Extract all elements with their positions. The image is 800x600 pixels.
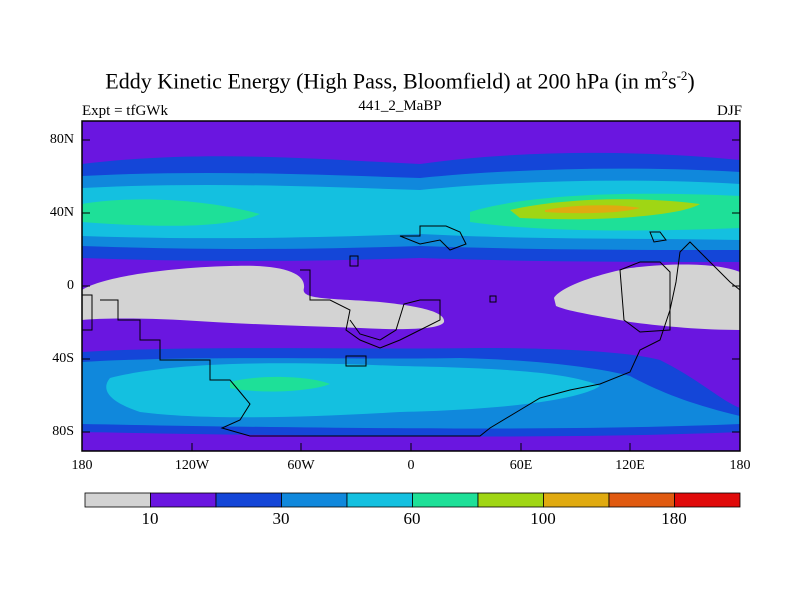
run-label: 441_2_MaBP [358, 98, 442, 114]
colorbar-label-100: 100 [530, 509, 556, 528]
coast-segment [619, 261, 671, 333]
plot-title: Eddy Kinetic Energy (High Pass, Bloomfie… [105, 68, 695, 94]
experiment-label: Expt = tfGWk [82, 103, 168, 119]
coast-segment [349, 255, 359, 267]
colorbar-swatch [281, 492, 348, 508]
lat-label-40n: 40N [49, 205, 74, 220]
lat-ticks [82, 139, 740, 433]
field-grey-tropical-indian [554, 264, 740, 330]
colorbar-swatch [674, 492, 741, 508]
lon-ticks [81, 443, 741, 451]
coast-segment [399, 225, 467, 251]
field-green-pacific-jet [82, 199, 260, 226]
lon-label-120w: 120W [174, 458, 210, 473]
colorbar-label-60: 60 [403, 509, 421, 528]
colorbar-swatch [84, 492, 151, 508]
coast-segment [649, 231, 667, 243]
lat-label-80n: 80N [49, 132, 74, 147]
colorbar-swatch [608, 492, 675, 508]
colorbar-label-10: 10 [141, 509, 159, 528]
coast-segment [345, 355, 367, 367]
coast-segment [100, 241, 740, 437]
colorbar-label-180: 180 [661, 509, 687, 528]
coast-segment [489, 295, 497, 303]
lon-label-180w: 180 [71, 458, 93, 473]
coastlines [82, 225, 740, 437]
lon-label-60w: 60W [287, 458, 315, 473]
lat-label-80s: 80S [52, 424, 74, 439]
colorbar-swatch [346, 492, 413, 508]
lon-label-60e: 60E [509, 458, 533, 473]
field-grey-tropical-pacific [82, 265, 445, 330]
field-orange-jet-max [545, 205, 640, 214]
colorbar-swatch [543, 492, 610, 508]
coast-segment [82, 294, 93, 331]
lat-label-eq: 0 [67, 278, 74, 293]
colorbar-swatch [150, 492, 217, 508]
field-sh-cyan-band [106, 363, 600, 418]
field-sh-green-spot [230, 376, 330, 392]
lon-label-0: 0 [407, 458, 415, 473]
lon-label-180e: 180 [729, 458, 751, 473]
colorbar-swatch [412, 492, 479, 508]
colorbar-swatch [215, 492, 282, 508]
map-field [82, 121, 740, 451]
colorbar-label-30: 30 [272, 509, 290, 528]
coast-segment [300, 269, 441, 349]
colorbar-swatch [477, 492, 544, 508]
lon-label-120e: 120E [615, 458, 645, 473]
colorbar [84, 492, 741, 508]
season-label: DJF [716, 103, 742, 119]
lat-label-40s: 40S [52, 351, 74, 366]
